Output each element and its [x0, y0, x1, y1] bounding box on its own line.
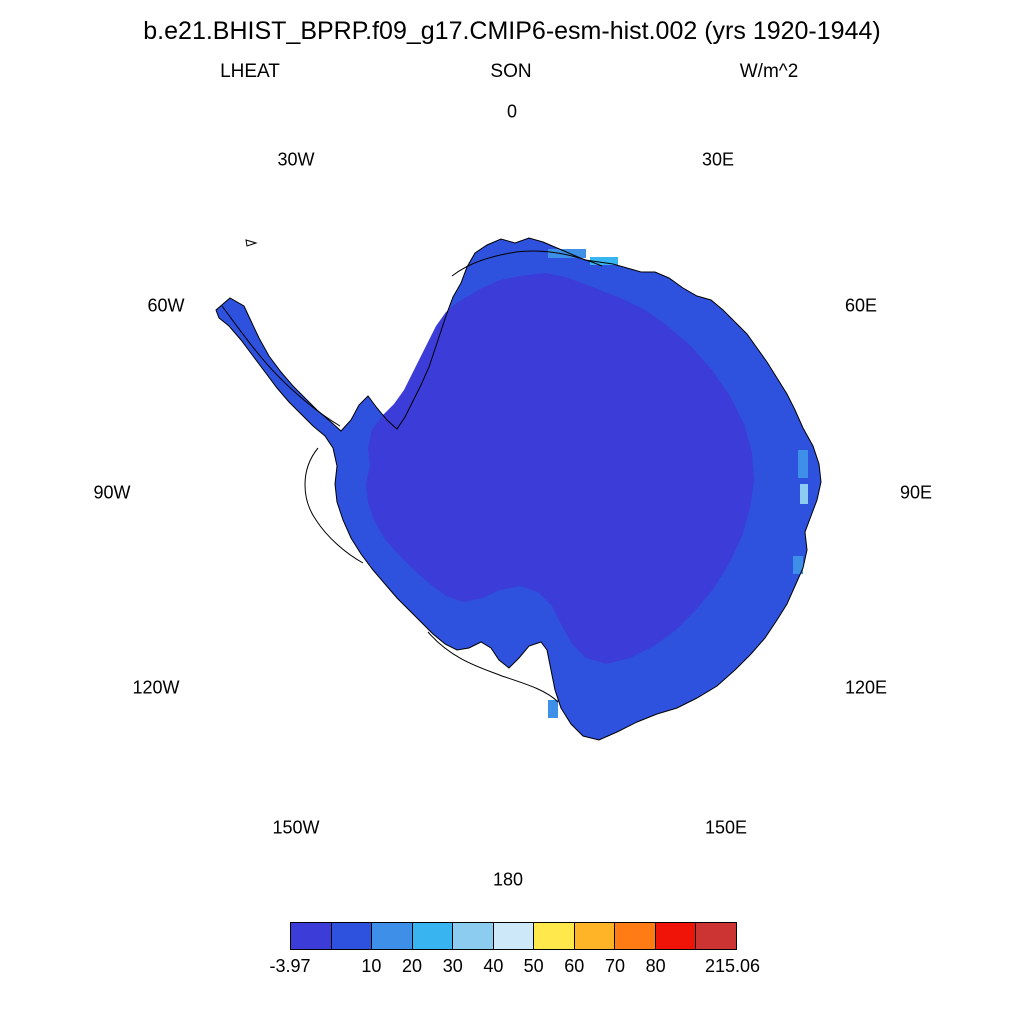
- colorbar-tick-60: 60: [564, 956, 585, 976]
- coastal-heatflux-patches: [548, 249, 808, 718]
- colorbar-box-2: [372, 923, 413, 949]
- colorbar-box-1: [331, 923, 373, 949]
- coastal-patch: [548, 249, 586, 258]
- season-label: SON: [490, 61, 532, 82]
- lon-label-90W: 90W: [93, 482, 131, 503]
- lon-label-150W: 150W: [272, 817, 320, 838]
- coastal-patch: [548, 700, 558, 718]
- colorbar-tick-30: 30: [442, 956, 463, 976]
- lon-label-60E: 60E: [844, 295, 878, 316]
- coastal-patch: [793, 556, 803, 574]
- ice-sheet-interior-fill: [366, 273, 754, 664]
- colorbar-tick-80: 80: [645, 956, 666, 976]
- colorbar: [290, 922, 737, 950]
- ice-shelf-contours: [221, 239, 603, 703]
- small-island-contour: [245, 239, 258, 247]
- lon-label-30W: 30W: [277, 149, 315, 170]
- peninsula-spine-contour: [221, 305, 341, 427]
- colorbar-tick-10: 10: [361, 956, 382, 976]
- colorbar-box-5: [493, 923, 535, 949]
- lon-label-180: 180: [492, 869, 524, 890]
- colorbar-tick-40: 40: [483, 956, 504, 976]
- plot-title: b.e21.BHIST_BPRP.f09_g17.CMIP6-esm-hist.…: [143, 17, 881, 45]
- lon-label-30E: 30E: [701, 149, 735, 170]
- colorbar-tick-50: 50: [523, 956, 544, 976]
- colorbar-box-3: [412, 923, 454, 949]
- colorbar-tick--3.97: -3.97: [269, 956, 311, 976]
- colorbar-box-4: [453, 923, 494, 949]
- coastline-contour: [215, 237, 822, 741]
- lon-label-90E: 90E: [899, 482, 933, 503]
- colorbar-tick-70: 70: [604, 956, 625, 976]
- variable-label: LHEAT: [220, 61, 280, 82]
- lon-label-0: 0: [506, 101, 518, 122]
- coastal-patch: [800, 484, 808, 504]
- lon-label-120W: 120W: [132, 677, 180, 698]
- lon-label-150E: 150E: [704, 817, 748, 838]
- colorbar-box-6: [534, 923, 575, 949]
- colorbar-tick-215.06: 215.06: [704, 956, 761, 976]
- colorbar-box-10: [696, 923, 737, 949]
- colorbar-tick-20: 20: [402, 956, 423, 976]
- colorbar-box-7: [574, 923, 616, 949]
- colorbar-box-0: [291, 923, 332, 949]
- ross-shelf-contour: [427, 631, 559, 703]
- coastal-patch: [590, 257, 618, 265]
- colorbar-box-8: [615, 923, 656, 949]
- north-shelf-contour: [451, 250, 603, 277]
- colorbar-box-9: [655, 923, 697, 949]
- coastal-patch: [798, 450, 808, 478]
- lon-label-120E: 120E: [844, 677, 888, 698]
- lon-label-60W: 60W: [147, 295, 185, 316]
- ronne-shelf-contour: [304, 447, 364, 564]
- units-label: W/m^2: [739, 61, 799, 82]
